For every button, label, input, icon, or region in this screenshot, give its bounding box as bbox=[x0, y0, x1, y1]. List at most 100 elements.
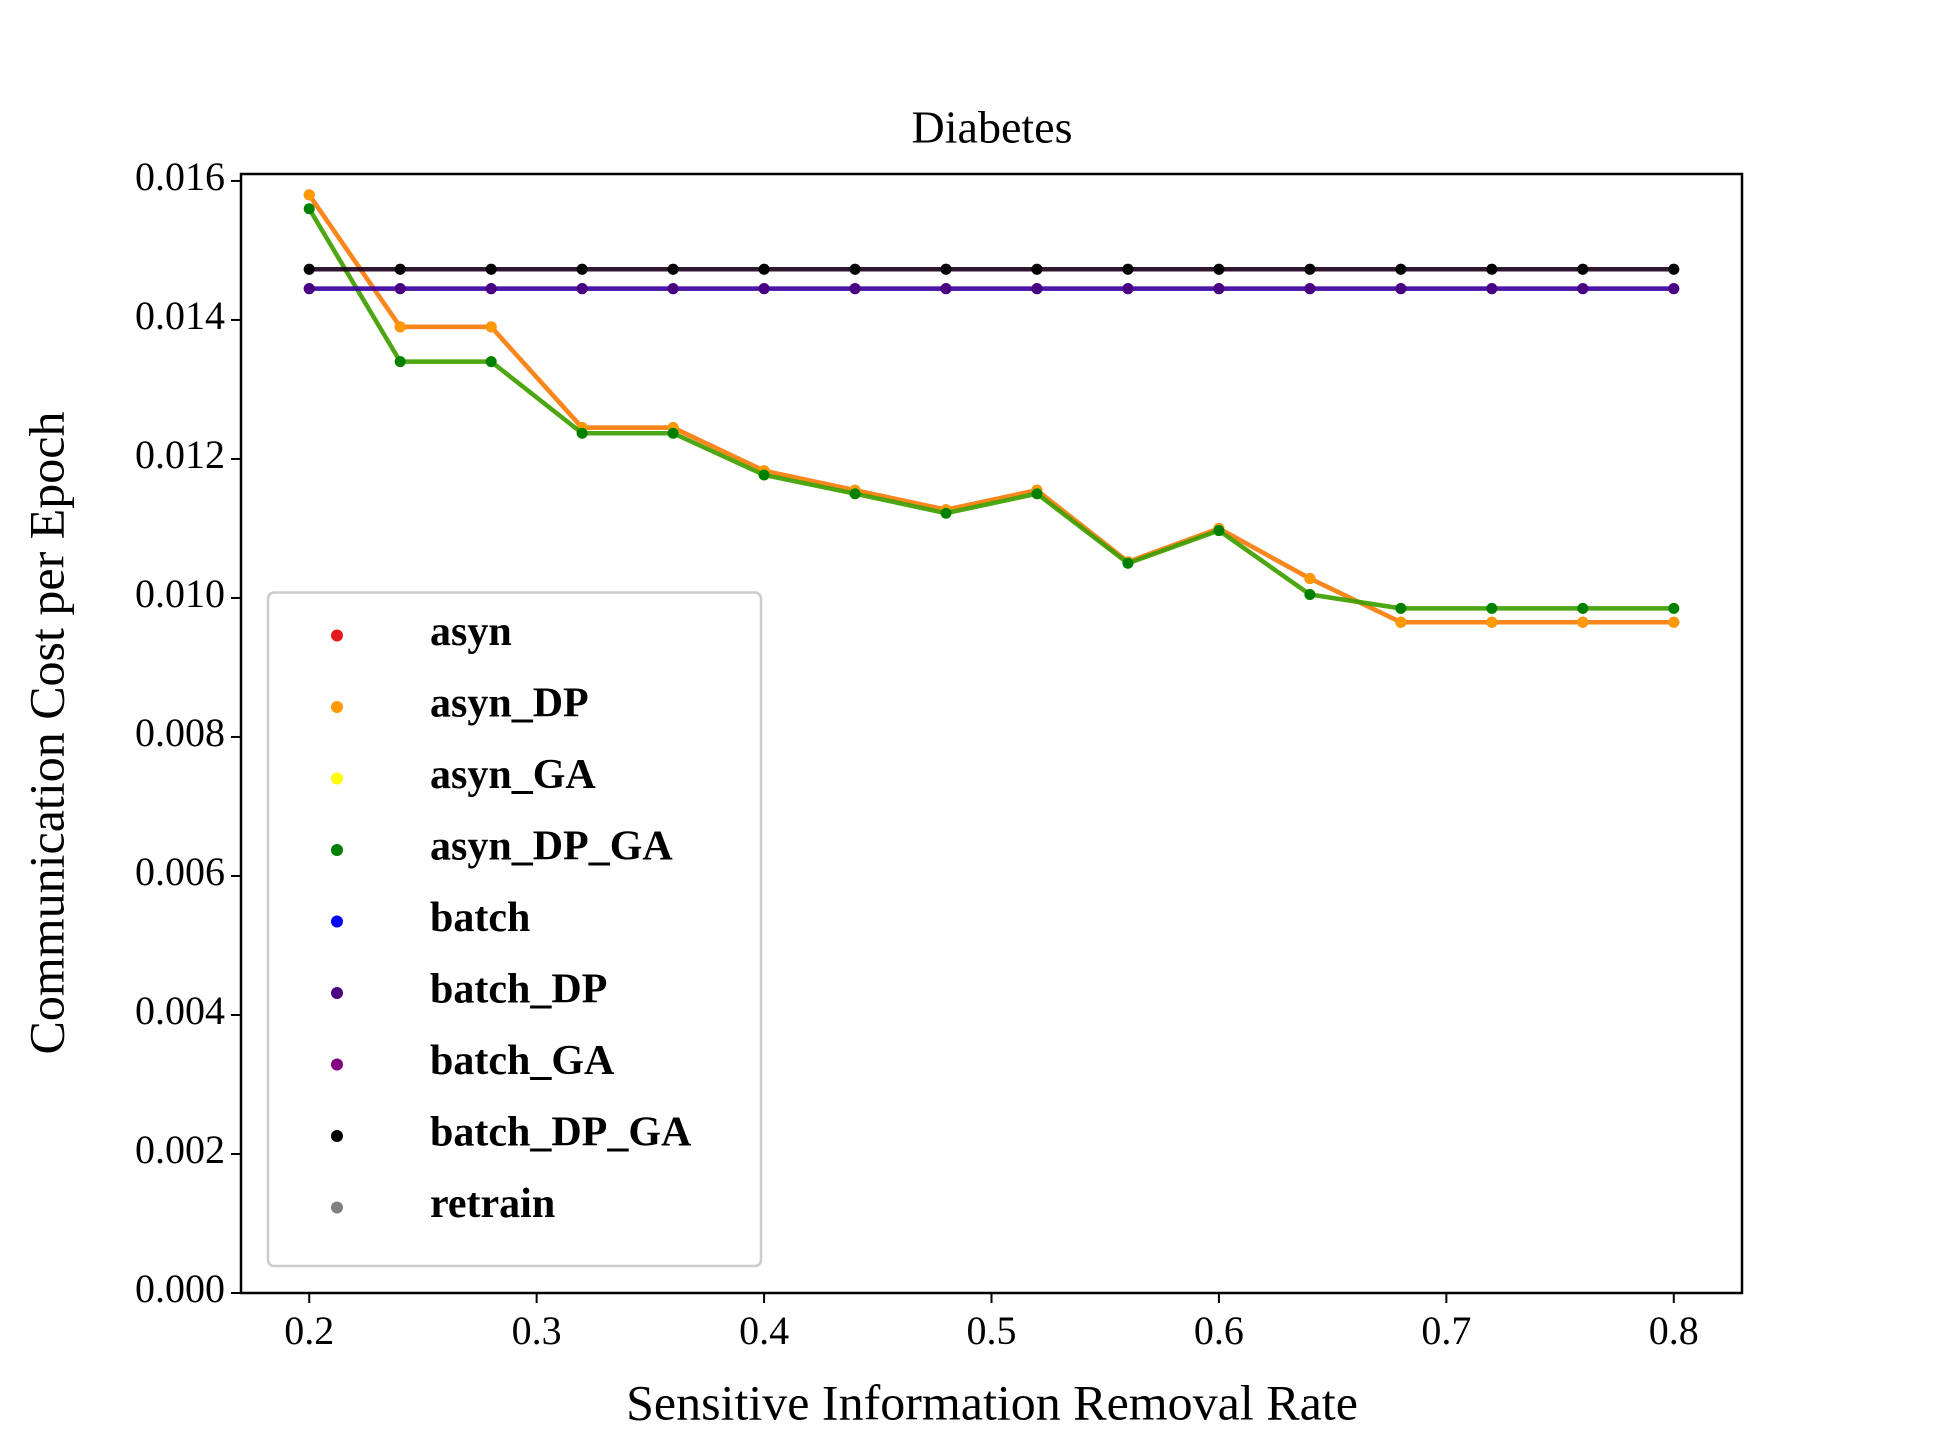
data-point bbox=[1304, 588, 1316, 600]
x-tick-label: 0.3 bbox=[512, 1308, 562, 1353]
y-tick-label: 0.010 bbox=[135, 571, 225, 616]
data-point bbox=[758, 469, 770, 481]
data-point bbox=[1395, 602, 1407, 614]
data-point bbox=[394, 283, 406, 295]
data-point bbox=[303, 203, 315, 215]
data-point bbox=[1122, 557, 1134, 569]
series-line bbox=[307, 207, 1674, 611]
data-point bbox=[1304, 573, 1316, 585]
data-point bbox=[303, 263, 315, 275]
x-tick-label: 0.5 bbox=[967, 1308, 1017, 1353]
legend-marker bbox=[331, 987, 343, 999]
data-point bbox=[485, 263, 497, 275]
x-tick-label: 0.2 bbox=[284, 1308, 334, 1353]
y-tick-label: 0.002 bbox=[135, 1127, 225, 1172]
data-point bbox=[1031, 488, 1043, 500]
data-point bbox=[940, 283, 952, 295]
chart-title: Diabetes bbox=[912, 102, 1073, 153]
legend-marker bbox=[331, 1058, 343, 1071]
legend-label: asyn_GA bbox=[430, 752, 596, 798]
legend-label: asyn_DP bbox=[430, 681, 589, 727]
y-tick-label: 0.016 bbox=[135, 154, 225, 199]
data-point bbox=[1577, 602, 1589, 614]
data-point bbox=[1031, 283, 1043, 295]
data-point bbox=[1577, 283, 1589, 295]
data-point bbox=[576, 427, 588, 439]
data-point bbox=[1395, 283, 1407, 295]
data-point bbox=[1122, 263, 1134, 275]
legend-marker bbox=[331, 772, 343, 785]
data-point bbox=[1395, 616, 1407, 628]
data-point bbox=[1304, 283, 1316, 295]
data-point bbox=[758, 263, 770, 275]
data-point bbox=[940, 263, 952, 275]
data-point bbox=[394, 356, 406, 368]
data-point bbox=[940, 507, 952, 519]
y-tick-label: 0.012 bbox=[135, 432, 225, 477]
data-point bbox=[667, 283, 679, 295]
legend-marker bbox=[331, 1130, 343, 1142]
x-tick-label: 0.8 bbox=[1649, 1308, 1699, 1353]
legend-marker bbox=[331, 1201, 343, 1214]
data-point bbox=[485, 283, 497, 295]
data-point bbox=[576, 283, 588, 295]
y-tick-label: 0.006 bbox=[135, 849, 225, 894]
data-point bbox=[1486, 602, 1498, 614]
data-point bbox=[1122, 283, 1134, 295]
x-tick-label: 0.6 bbox=[1194, 1308, 1244, 1353]
data-point bbox=[1395, 263, 1407, 275]
data-point bbox=[394, 263, 406, 275]
legend-box bbox=[266, 591, 763, 1268]
data-point bbox=[576, 263, 588, 275]
data-point bbox=[303, 283, 315, 295]
y-tick-label: 0.014 bbox=[135, 293, 225, 338]
data-point bbox=[849, 263, 861, 275]
data-point bbox=[849, 488, 861, 500]
data-point bbox=[1486, 616, 1498, 628]
data-point bbox=[1304, 263, 1316, 275]
legend-label: batch_DP_GA bbox=[430, 1110, 692, 1156]
x-axis-label: Sensitive Information Removal Rate bbox=[626, 1374, 1358, 1430]
legend-label: asyn_DP_GA bbox=[430, 824, 673, 870]
data-point bbox=[1577, 263, 1589, 275]
legend-marker bbox=[331, 701, 343, 713]
data-point bbox=[485, 321, 497, 333]
legend-label: batch bbox=[430, 895, 530, 941]
data-point bbox=[758, 283, 770, 295]
data-point bbox=[1668, 263, 1680, 275]
series-line bbox=[307, 193, 1674, 625]
x-tick-label: 0.7 bbox=[1421, 1308, 1471, 1353]
data-point bbox=[303, 189, 315, 201]
x-tick-label: 0.4 bbox=[739, 1308, 789, 1353]
series-line bbox=[307, 193, 1674, 625]
data-point bbox=[1577, 616, 1589, 628]
legend-label: retrain bbox=[430, 1181, 555, 1227]
legend-label: asyn bbox=[430, 609, 512, 655]
y-axis-label: Communication Cost per Epoch bbox=[18, 412, 74, 1055]
y-tick-label: 0.000 bbox=[135, 1266, 225, 1311]
legend-label: batch_DP bbox=[430, 967, 607, 1013]
data-point bbox=[1668, 616, 1680, 628]
data-point bbox=[1031, 263, 1043, 275]
legend-marker bbox=[331, 844, 343, 856]
data-point bbox=[1486, 263, 1498, 275]
data-point bbox=[849, 283, 861, 295]
data-point bbox=[667, 427, 679, 439]
y-tick-label: 0.008 bbox=[135, 710, 225, 755]
data-point bbox=[1213, 283, 1225, 295]
data-point bbox=[1486, 283, 1498, 295]
legend-marker bbox=[331, 629, 343, 642]
data-point bbox=[1213, 525, 1225, 537]
data-point bbox=[1668, 283, 1680, 295]
data-point bbox=[1213, 263, 1225, 275]
data-point bbox=[394, 321, 406, 333]
data-point bbox=[667, 263, 679, 275]
y-tick-label: 0.004 bbox=[135, 988, 225, 1033]
data-point bbox=[1668, 602, 1680, 614]
legend-marker bbox=[331, 915, 343, 928]
data-point bbox=[485, 356, 497, 368]
legend-label: batch_GA bbox=[430, 1038, 615, 1084]
plot-area bbox=[303, 189, 1680, 628]
